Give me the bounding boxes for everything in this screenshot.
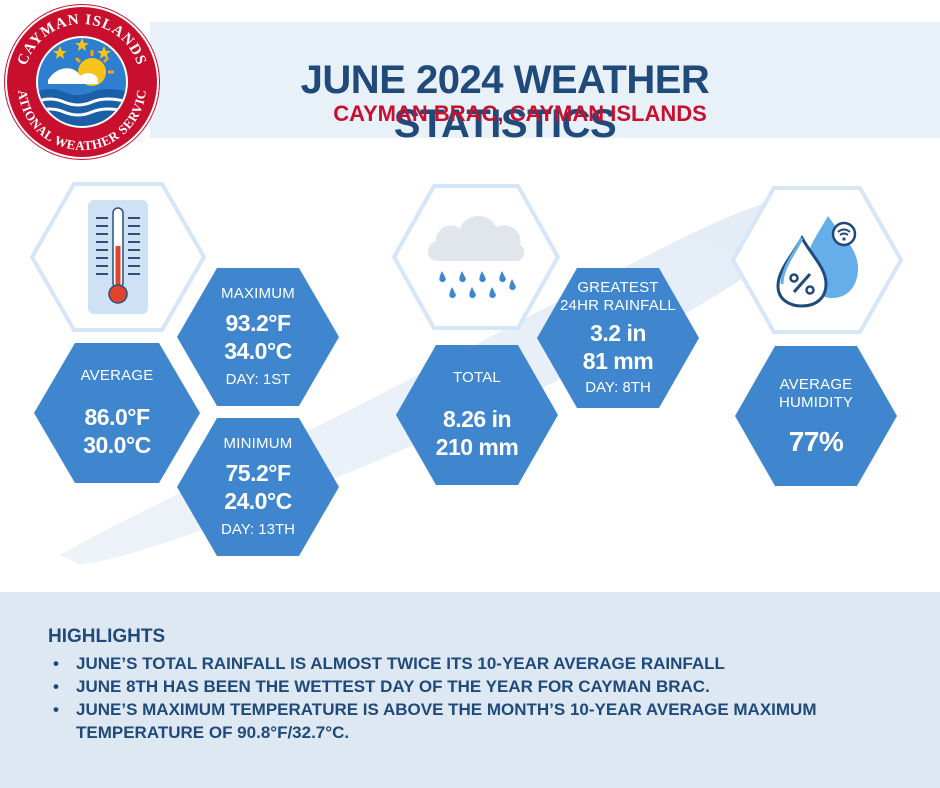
- rain-cloud-icon: [427, 215, 525, 299]
- humidity-label-1: AVERAGE: [779, 376, 853, 393]
- greatest-rainfall-hex: GREATEST 24HR RAINFALL 3.2 in 81 mm DAY:…: [537, 268, 699, 408]
- maximum-temp-f: 93.2°F: [225, 310, 291, 336]
- greatest-rainfall-label-1: GREATEST: [577, 279, 659, 296]
- humidity-drops-icon: [776, 216, 858, 308]
- thermometer-icon: [88, 200, 148, 314]
- page-title: JUNE 2024 WEATHER STATISTICS: [300, 58, 710, 146]
- thermometer-hex: [30, 182, 206, 332]
- minimum-temp-c: 24.0°C: [224, 488, 292, 514]
- minimum-temp-day: DAY: 13TH: [221, 521, 295, 538]
- highlight-item: JUNE’S TOTAL RAINFALL IS ALMOST TWICE IT…: [50, 652, 910, 675]
- humidity-label-2: HUMIDITY: [778, 394, 854, 411]
- humidity-value: 77%: [788, 426, 844, 457]
- highlight-item: JUNE 8TH HAS BEEN THE WETTEST DAY OF THE…: [50, 675, 910, 698]
- maximum-temp-c: 34.0°C: [224, 338, 292, 364]
- maximum-temperature-hex: MAXIMUM 93.2°F 34.0°C DAY: 1ST: [177, 268, 339, 406]
- maximum-temp-day: DAY: 1ST: [225, 371, 291, 388]
- average-temp-c: 30.0°C: [83, 432, 151, 458]
- greatest-rainfall-mm: 81 mm: [582, 348, 654, 374]
- minimum-temp-f: 75.2°F: [225, 460, 291, 486]
- greatest-rainfall-day: DAY: 8TH: [585, 379, 651, 396]
- greatest-rainfall-in: 3.2 in: [590, 320, 646, 346]
- minimum-temperature-hex: MINIMUM 75.2°F 24.0°C DAY: 13TH: [177, 418, 339, 556]
- average-temperature-hex: AVERAGE 86.0°F 30.0°C: [34, 343, 200, 483]
- highlights-title: HIGHLIGHTS: [48, 626, 166, 647]
- average-temp-f: 86.0°F: [84, 404, 150, 430]
- rain-cloud-hex: [392, 184, 560, 330]
- page-subtitle: CAYMAN BRAC, CAYMAN ISLANDS: [333, 101, 707, 126]
- humidity-icon-hex: [731, 186, 903, 334]
- total-rainfall-mm: 210 mm: [435, 434, 519, 460]
- highlights-list: JUNE’S TOTAL RAINFALL IS ALMOST TWICE IT…: [50, 652, 910, 744]
- maximum-temp-label: MAXIMUM: [221, 285, 295, 302]
- total-rainfall-label: TOTAL: [453, 369, 501, 386]
- total-rainfall-in: 8.26 in: [442, 406, 512, 432]
- average-humidity-hex: AVERAGE HUMIDITY 77%: [735, 346, 897, 486]
- highlight-item: JUNE’S MAXIMUM TEMPERATURE IS ABOVE THE …: [50, 698, 910, 744]
- national-weather-service-logo: CAYMAN ISLANDS NATIONAL WEATHER SERVICE: [0, 0, 160, 160]
- total-rainfall-hex: TOTAL 8.26 in 210 mm: [396, 345, 558, 485]
- average-temp-label: AVERAGE: [80, 367, 154, 384]
- header-band: [150, 22, 940, 138]
- minimum-temp-label: MINIMUM: [223, 435, 293, 452]
- greatest-rainfall-label-2: 24HR RAINFALL: [560, 297, 676, 314]
